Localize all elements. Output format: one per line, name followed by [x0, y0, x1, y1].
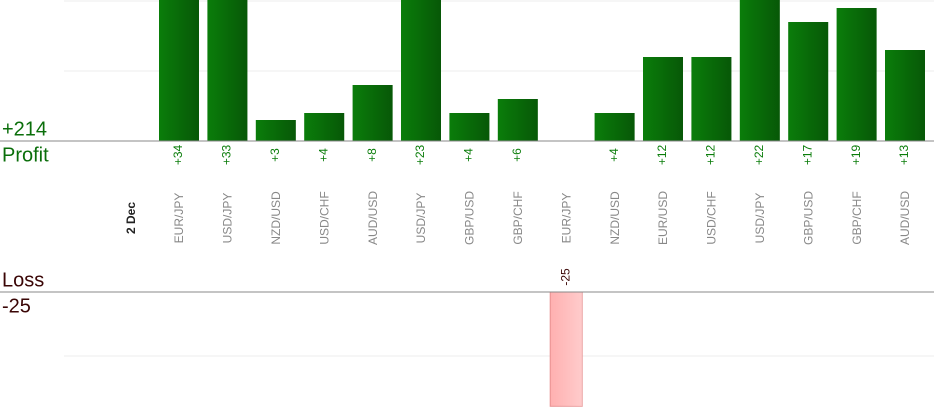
date-label: 2 Dec: [124, 202, 138, 234]
bar-shade: [401, 0, 441, 141]
x-tick-label: NZD/USD: [608, 191, 622, 245]
value-label: +8: [365, 148, 379, 162]
loss-total: -25: [2, 295, 31, 317]
bar-shade: [550, 292, 583, 407]
bar-shade: [352, 85, 393, 141]
bar-shade: [594, 113, 635, 141]
value-label: +34: [171, 144, 185, 165]
x-tick-label: EUR/USD: [656, 191, 670, 245]
bar-shade: [691, 57, 732, 141]
bar-shade: [885, 50, 925, 141]
value-label: +33: [220, 144, 234, 165]
loss-label: Loss: [2, 269, 44, 291]
value-label: +23: [413, 144, 427, 165]
value-label: +13: [897, 144, 911, 165]
x-tick-label: GBP/CHF: [850, 191, 864, 244]
x-tick-label: GBP/CHF: [511, 191, 525, 244]
bar-shade: [207, 0, 248, 141]
loss-bars: [549, 292, 583, 407]
x-tick-label: USD/CHF: [705, 191, 719, 244]
bar-shade: [159, 0, 199, 141]
x-tick-label: GBP/USD: [463, 191, 477, 245]
bar-shade: [788, 22, 829, 141]
value-label: +6: [510, 148, 524, 162]
x-tick-label: NZD/USD: [269, 191, 283, 245]
value-label: +19: [849, 144, 863, 165]
value-label: +3: [268, 148, 282, 162]
bar-shade: [449, 113, 490, 141]
value-label: +12: [655, 144, 669, 165]
value-label: +17: [800, 144, 814, 165]
x-tick-label: AUD/USD: [366, 191, 380, 245]
profit-total: +214: [2, 118, 47, 140]
x-tick-label: EUR/JPY: [172, 193, 186, 244]
bar-shade: [304, 113, 345, 141]
profit-bars: [159, 0, 925, 141]
x-tick-label: USD/JPY: [221, 193, 235, 244]
bar-shade: [497, 99, 538, 141]
x-tick-label: EUR/JPY: [559, 193, 573, 244]
x-tick-label: GBP/USD: [801, 191, 815, 245]
value-label: +22: [752, 144, 766, 165]
bar-shade: [255, 120, 296, 141]
value-label: +4: [607, 148, 621, 162]
value-label: -25: [558, 268, 572, 286]
x-tick-label: USD/CHF: [317, 191, 331, 244]
x-tick-label: USD/JPY: [414, 193, 428, 244]
bar-shade: [836, 8, 877, 141]
x-tick-label: USD/JPY: [753, 193, 767, 244]
value-label: +4: [316, 148, 330, 162]
bar-shade: [643, 57, 683, 141]
profit-label: Profit: [2, 144, 49, 166]
value-label: +12: [704, 144, 718, 165]
bar-shade: [739, 0, 780, 141]
value-label: +4: [462, 148, 476, 162]
x-tick-label: AUD/USD: [898, 191, 912, 245]
